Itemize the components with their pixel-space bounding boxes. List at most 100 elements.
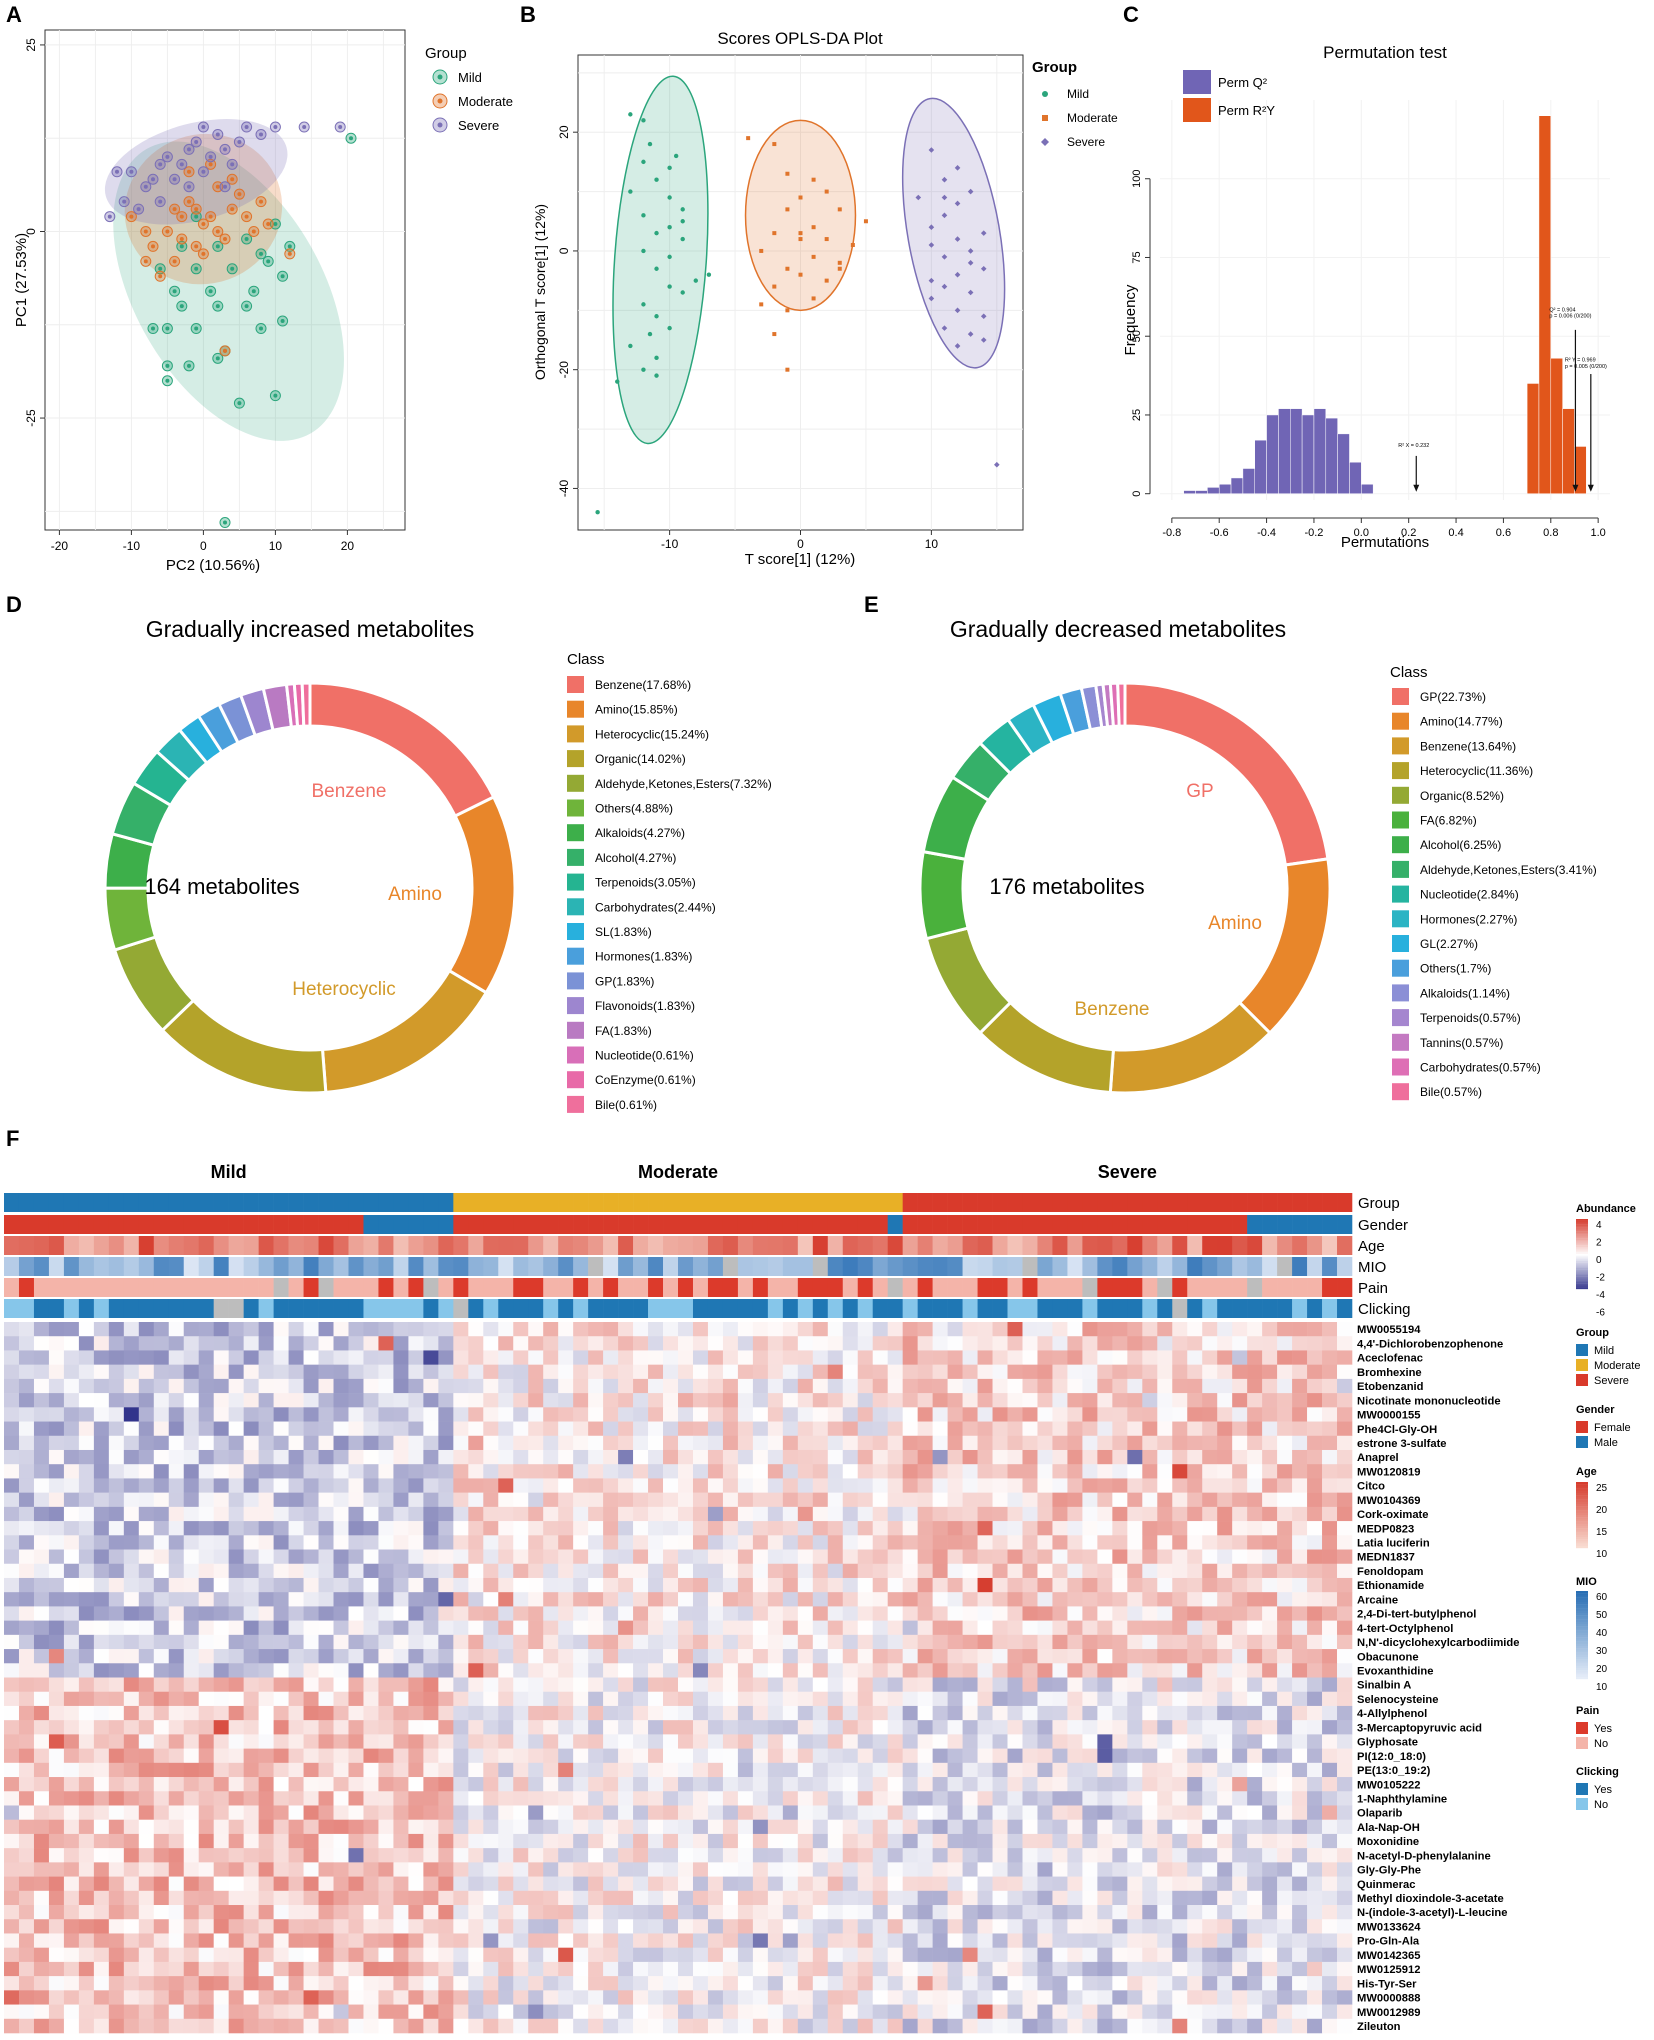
annotation-cell-age xyxy=(438,1236,454,1255)
heatmap-cell xyxy=(1157,1521,1173,1536)
heatmap-cell xyxy=(1307,1862,1323,1877)
heatmap-cell xyxy=(333,1350,349,1365)
heatmap-cell xyxy=(543,1464,559,1479)
annotation-cell-mio xyxy=(243,1257,259,1276)
annotation-cell-mio xyxy=(752,1257,769,1276)
heatmap-cell xyxy=(678,1464,694,1479)
heatmap-cell xyxy=(1097,1478,1113,1493)
heatmap-cell xyxy=(528,1634,544,1650)
heatmap-cell xyxy=(752,1777,769,1792)
annotation-cell-clicking xyxy=(857,1299,874,1318)
heatmap-cell xyxy=(498,1549,514,1565)
heatmap-cell xyxy=(1277,1407,1293,1422)
heatmap-cell xyxy=(1292,1322,1308,1337)
heatmap-cell xyxy=(1037,1535,1053,1550)
heatmap-cell xyxy=(962,1762,978,1778)
heatmap-cell xyxy=(108,1649,125,1664)
heatmap-cell xyxy=(992,1819,1008,1835)
heatmap-cell xyxy=(1307,1336,1323,1351)
heatmap-cell xyxy=(1202,1805,1218,1820)
heatmap-cell xyxy=(138,1734,155,1749)
heatmap-cell xyxy=(228,1535,244,1550)
heatmap-cell xyxy=(1322,1705,1338,1721)
heatmap-cell xyxy=(887,1748,903,1764)
heatmap-cell xyxy=(1142,1535,1158,1550)
heatmap-cell xyxy=(1112,1421,1128,1437)
heatmap-cell xyxy=(633,1649,649,1664)
heatmap-cell xyxy=(198,1435,214,1451)
heatmap-cell xyxy=(603,1748,619,1764)
legend-swatch xyxy=(567,848,584,866)
annotation-cell-gender xyxy=(1217,1215,1233,1234)
heatmap-cell xyxy=(543,1449,559,1465)
annotation-cell-gender xyxy=(1322,1215,1338,1234)
annotation-cell-group xyxy=(663,1193,679,1212)
heatmap-cell xyxy=(228,1890,244,1906)
heatmap-cell xyxy=(633,1535,649,1550)
heatmap-cell xyxy=(1202,1378,1218,1394)
heatmap-cell xyxy=(138,1549,155,1565)
heatmap-cell xyxy=(1277,1819,1293,1835)
heatmap-cell xyxy=(213,1350,229,1365)
annotation-cell-group xyxy=(1142,1193,1158,1212)
heatmap-cell xyxy=(18,1777,35,1792)
heatmap-cell xyxy=(663,1478,679,1493)
heatmap-cell xyxy=(573,1506,589,1522)
heatmap-cell xyxy=(917,1777,933,1792)
heatmap-cell xyxy=(737,1734,754,1749)
scatter-point-center xyxy=(215,132,220,137)
heatmap-cell xyxy=(812,1449,829,1465)
heatmap-cell xyxy=(1247,1876,1263,1892)
heatmap-cell xyxy=(558,1777,574,1792)
heatmap-cell xyxy=(1112,1705,1128,1721)
heatmap-cell xyxy=(618,1620,634,1636)
annotation-cell-pain xyxy=(1292,1278,1308,1297)
annotation-cell-group xyxy=(33,1193,50,1212)
donut-slice xyxy=(447,794,517,995)
heatmap-cell xyxy=(1022,1606,1038,1621)
heatmap-cell xyxy=(1007,1862,1023,1877)
heatmap-cell xyxy=(558,1905,574,1920)
annotation-cell-gender xyxy=(318,1215,334,1234)
annotation-cell-mio xyxy=(992,1257,1008,1276)
heatmap-cell xyxy=(348,1691,364,1707)
heatmap-cell xyxy=(1022,1592,1038,1607)
annotation-cell-gender xyxy=(797,1215,814,1234)
legend-label: Hormones(2.27%) xyxy=(1420,912,1517,926)
heatmap-cell xyxy=(722,1791,739,1806)
heatmap-cell xyxy=(483,1521,499,1536)
heatmap-cell xyxy=(378,1620,394,1636)
heatmap-cell xyxy=(1307,1393,1323,1408)
heatmap-cell xyxy=(588,1336,604,1351)
heatmap-cell xyxy=(1292,1336,1308,1351)
annotation-cell-pain xyxy=(93,1278,110,1297)
heatmap-cell xyxy=(93,1620,110,1636)
heatmap-cell xyxy=(18,1364,35,1380)
heatmap-cell xyxy=(618,1549,634,1565)
heatmap-cell xyxy=(1142,1521,1158,1536)
heatmap-cell xyxy=(1337,1634,1353,1650)
scatter-point-center xyxy=(287,244,292,249)
heatmap-cell xyxy=(692,1791,709,1806)
heatmap-cell xyxy=(123,1919,140,1934)
heatmap-cell xyxy=(453,1734,469,1749)
heatmap-cell xyxy=(678,1905,694,1920)
heatmap-cell xyxy=(408,1905,424,1920)
heatmap-cell xyxy=(1067,1748,1083,1764)
annotation-cell-group xyxy=(1127,1193,1143,1212)
heatmap-cell xyxy=(872,1563,888,1579)
heatmap-cell xyxy=(213,1890,229,1906)
heatmap-cell xyxy=(977,1435,993,1451)
heatmap-cell xyxy=(1307,1506,1323,1522)
heatmap-cell xyxy=(947,1791,963,1806)
heatmap-cell xyxy=(93,1563,110,1579)
heatmap-cell xyxy=(558,1791,574,1806)
heatmap-cell xyxy=(213,1492,229,1508)
heatmap-cell xyxy=(797,1634,814,1650)
heatmap-cell xyxy=(857,1393,874,1408)
heatmap-cell xyxy=(737,1336,754,1351)
heatmap-cell xyxy=(1262,1620,1278,1636)
heatmap-cell xyxy=(1322,1677,1338,1693)
heatmap-cell xyxy=(243,1876,259,1892)
heatmap-cell xyxy=(872,1492,888,1508)
